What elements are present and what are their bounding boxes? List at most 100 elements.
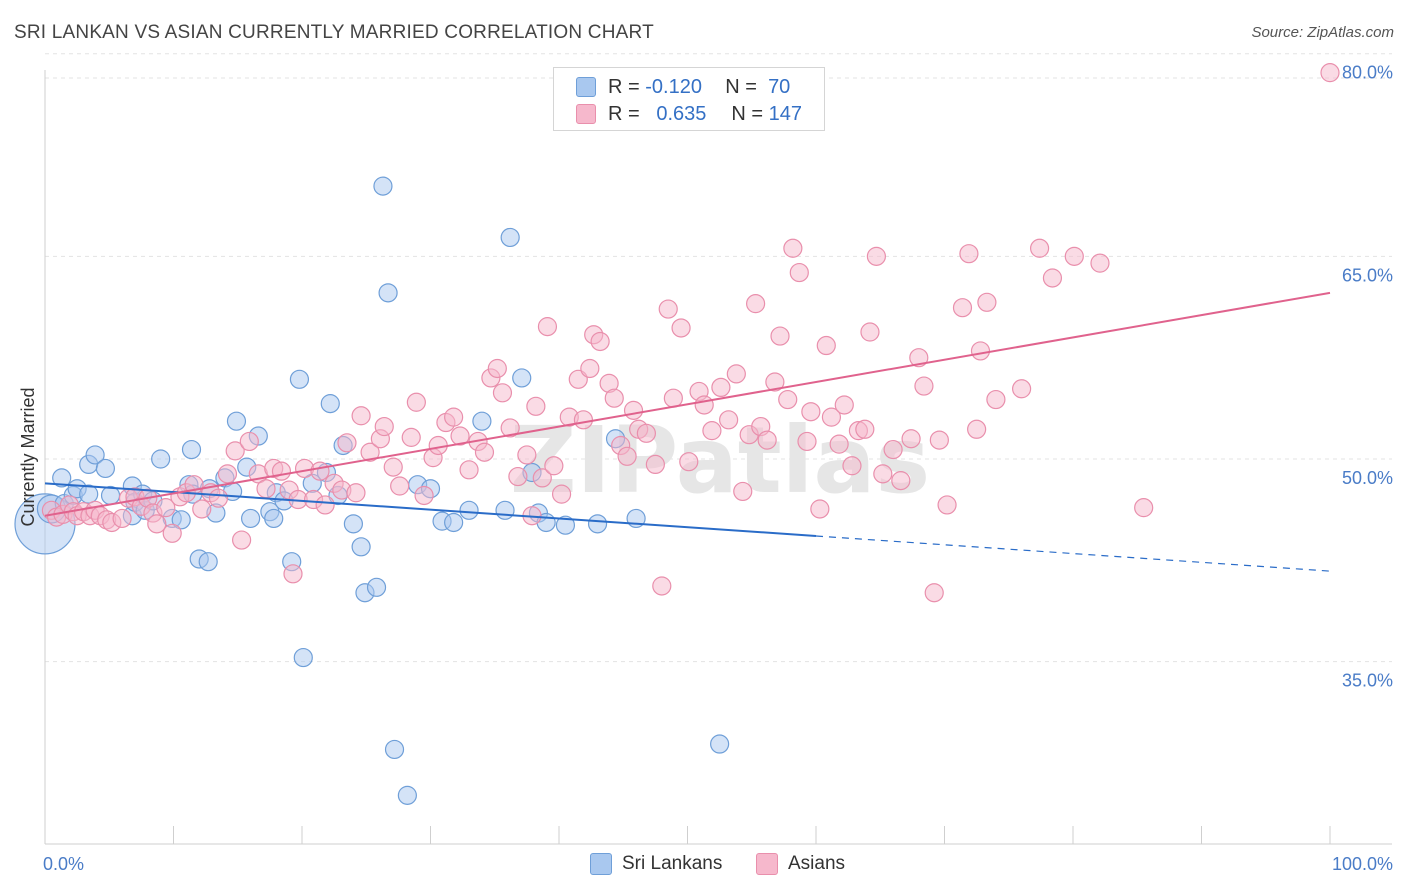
asian-point [733, 481, 753, 502]
asian-point [901, 429, 921, 449]
source-credit: Source: ZipAtlas.com [1251, 24, 1394, 41]
sri-lankan-point [95, 458, 115, 479]
asian-point [383, 457, 403, 477]
asian-point [801, 402, 821, 422]
y-tick-label: 80.0% [1342, 63, 1393, 83]
asian-point [532, 468, 552, 488]
asian-point [617, 446, 637, 466]
asian-point [508, 466, 528, 487]
sri-lankan-point [226, 411, 247, 431]
asian-point [225, 441, 245, 461]
sri-lankan-point [241, 508, 261, 529]
asian-point [986, 389, 1006, 410]
asian-point [967, 419, 987, 439]
sri-lankan-point [587, 514, 608, 534]
asian-point [866, 246, 886, 266]
x-tick-label: 0.0% [43, 854, 84, 874]
asian-point [517, 445, 537, 465]
sri-lankan-point [500, 227, 520, 248]
asian-point [924, 583, 944, 603]
legend-n-label: N = [725, 75, 757, 98]
asian-point [952, 298, 973, 318]
sri-lankan-point [85, 445, 105, 465]
asian-point [573, 410, 594, 430]
asian-point [315, 495, 335, 515]
sri-lankan-point [181, 439, 202, 460]
asian-point [112, 508, 132, 529]
legend-row-asians: R = 0.635 N = 147 [576, 101, 802, 127]
sri-lankan-point [79, 484, 99, 504]
sri-lankan-point [151, 449, 171, 469]
legend-n-value: 70 [768, 75, 791, 98]
sri-lankan-point [343, 514, 363, 534]
asian-point [959, 244, 979, 264]
asian-point [406, 392, 426, 412]
chart-title: SRI LANKAN VS ASIAN CURRENTLY MARRIED CO… [14, 22, 654, 43]
gridlines [45, 53, 1392, 663]
sri-lankan-point [472, 411, 492, 431]
asian-point [590, 331, 610, 352]
bottom-legend-sri-lankans: Sri Lankans [590, 851, 722, 877]
sri-lankan-point [198, 552, 218, 572]
asian-point [770, 326, 790, 346]
sri-lankan-point [384, 739, 405, 760]
sri-lankan-point [444, 512, 464, 533]
asian-point [746, 294, 766, 314]
asian-point [544, 456, 564, 476]
asian-point [374, 416, 394, 437]
asian-point [702, 421, 722, 441]
asian-point [694, 395, 714, 415]
asian-point [679, 452, 699, 472]
axes [44, 70, 1392, 845]
legend-r-value: 0.635 [656, 102, 707, 125]
asian-point [719, 410, 739, 430]
bottom-legend-swatch-asians [756, 853, 778, 875]
asian-point [711, 377, 731, 398]
asian-point [797, 431, 817, 452]
asian-point [658, 299, 678, 319]
sri-lankan-point [171, 510, 191, 530]
asian-point [162, 523, 182, 543]
x-tick-label: 100.0% [1332, 854, 1393, 874]
sri-lankan-point [366, 577, 387, 597]
sri-lankan-point [264, 508, 284, 529]
asian-point [765, 372, 785, 392]
asian-point [147, 514, 167, 534]
asian-point [351, 406, 371, 426]
asian-point [645, 454, 665, 475]
sri-lankan-point [459, 500, 479, 520]
asian-point [970, 341, 991, 361]
asian-point [757, 430, 777, 450]
asian-point [623, 400, 644, 420]
legend-swatch-sri-lankans [576, 77, 596, 97]
asian-point [401, 427, 421, 447]
asian-point [726, 364, 746, 384]
asian-point [783, 238, 803, 258]
legend-r-value: -0.120 [645, 75, 702, 98]
legend-swatch-asians [576, 104, 596, 124]
bottom-legend-label: Sri Lankans [622, 853, 723, 874]
sri-lankan-point [373, 176, 393, 196]
asian-point [346, 483, 366, 503]
y-axis-label: Currently Married [18, 387, 38, 526]
asian-point [487, 358, 507, 379]
asian-point [883, 439, 903, 460]
sri-lankan-point [52, 468, 72, 488]
asian-point [414, 485, 434, 506]
asian-point [977, 292, 997, 312]
sri-lankan-point [293, 647, 313, 668]
asian-point [604, 388, 624, 408]
asian-point [239, 431, 259, 452]
y-tick-label: 35.0% [1342, 671, 1393, 691]
asian-point [310, 461, 330, 481]
correlation-legend: R = -0.120 N = 70 R = 0.635 N = 147 [553, 67, 825, 131]
asian-point [208, 488, 229, 508]
asian-point [580, 358, 600, 379]
asian-point [829, 434, 849, 454]
legend-n-value: 147 [768, 102, 802, 125]
sri-lankan-point [397, 785, 417, 805]
asian-point [914, 376, 934, 396]
legend-r-label: R = [608, 102, 640, 125]
series-asians [41, 63, 1340, 603]
